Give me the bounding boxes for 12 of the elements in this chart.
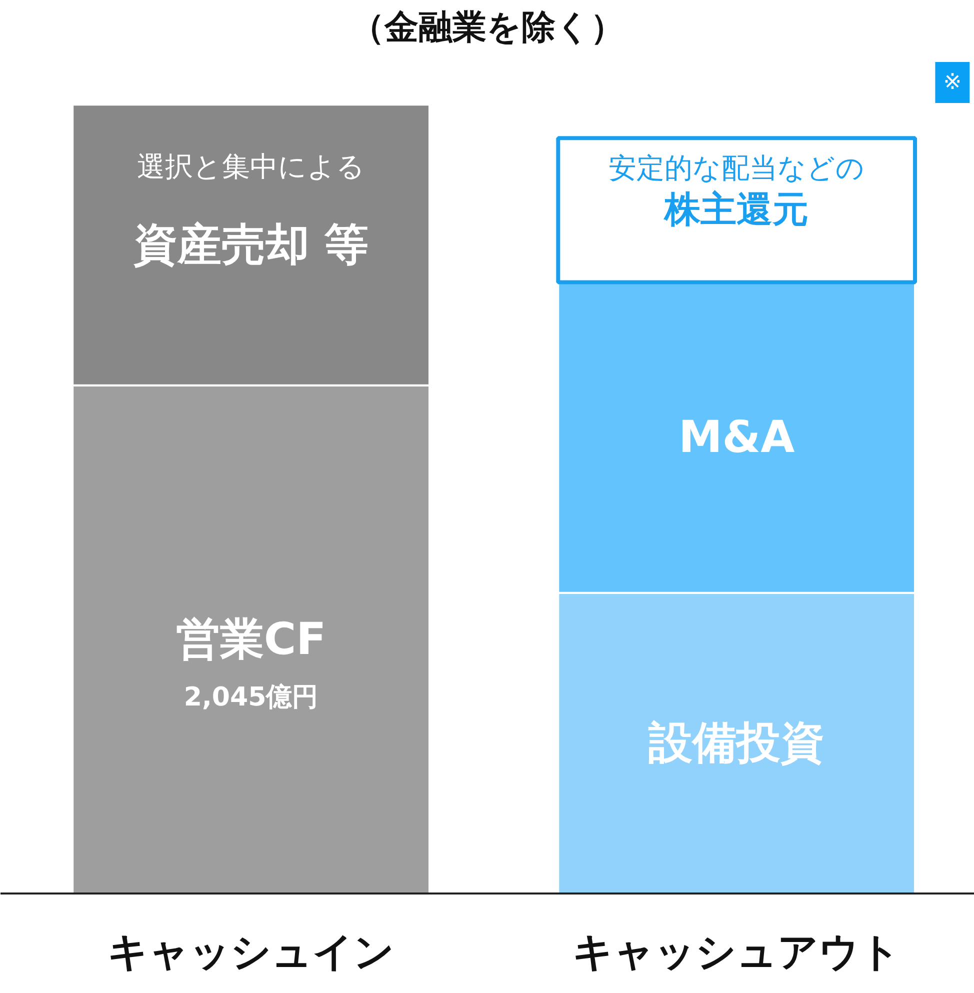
series-label: 資産売却 等: [133, 219, 369, 270]
series-label: 設備投資: [648, 718, 825, 769]
x-tick-label: キャッシュアウト: [572, 930, 901, 976]
series-label: 営業CF: [176, 614, 326, 665]
annotation: 安定的な配当などの: [608, 152, 865, 185]
x-tick-label: キャッシュイン: [108, 930, 395, 976]
series-label: 株主還元: [662, 190, 809, 231]
annotation: 選択と集中による: [137, 150, 366, 184]
series-label: M&A: [678, 412, 795, 464]
data-label: 2,045億円: [184, 682, 318, 712]
chart-title: （金融業を除く）: [350, 8, 624, 48]
text: ※: [943, 70, 962, 95]
